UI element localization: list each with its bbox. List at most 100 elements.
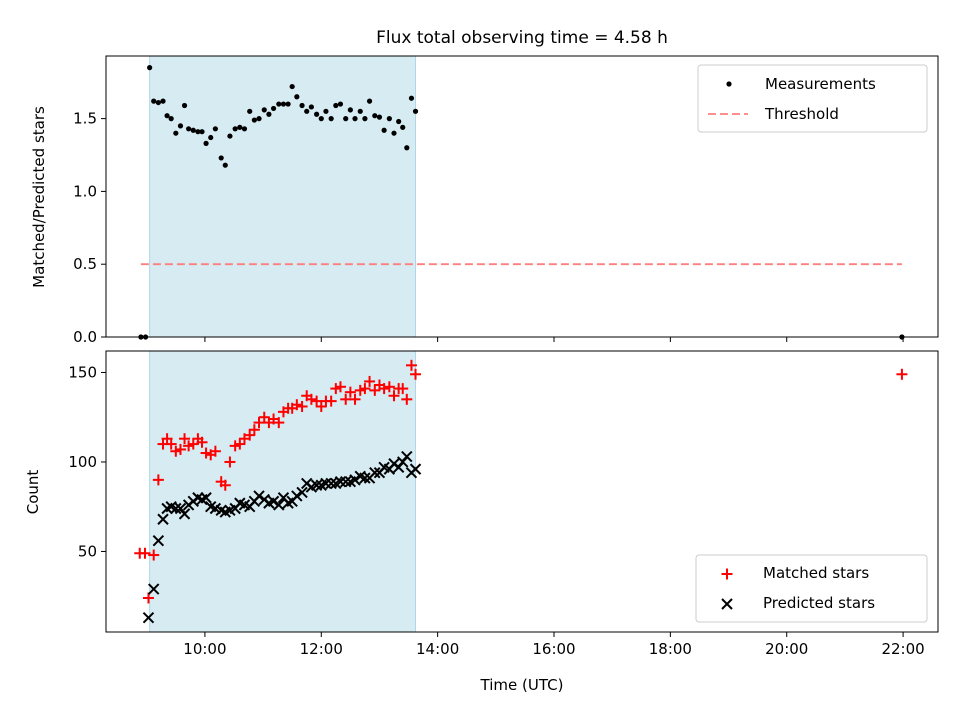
measurement-point bbox=[160, 98, 166, 104]
predicted-star-point bbox=[200, 492, 212, 504]
matched-star-point bbox=[359, 383, 371, 395]
predicted-star-point bbox=[267, 495, 280, 508]
matched-star-point bbox=[378, 383, 390, 395]
matched-star-point bbox=[139, 547, 151, 559]
legend-predicted-label: Predicted stars bbox=[763, 594, 875, 612]
predicted-star-point bbox=[253, 490, 265, 502]
measurement-point bbox=[386, 116, 392, 122]
legend-matched-marker bbox=[721, 568, 733, 580]
measurement-point bbox=[314, 111, 320, 117]
legend-matched-label: Matched stars bbox=[763, 564, 869, 582]
matched-star-point bbox=[148, 549, 160, 561]
matched-star-point bbox=[896, 368, 908, 380]
count-panel-y-ticks: 50 100 150 bbox=[68, 363, 106, 560]
predicted-star-point bbox=[273, 499, 285, 511]
matched-star-point bbox=[152, 474, 164, 486]
legend-threshold-label: Threshold bbox=[764, 105, 839, 123]
count-panel-legend-box bbox=[695, 554, 928, 623]
matched-star-point bbox=[397, 383, 409, 395]
measurement-point bbox=[323, 108, 329, 114]
count-panel-x-ticks: 10:00 12:00 14:00 16:00 18:00 20:00 22:00 bbox=[183, 632, 925, 658]
count-panel-frame bbox=[105, 350, 939, 633]
matched-star-point bbox=[325, 395, 337, 407]
measurement-point bbox=[155, 99, 161, 106]
predicted-star-point bbox=[340, 475, 352, 488]
predicted-star-point bbox=[320, 477, 332, 490]
matched-star-point bbox=[383, 381, 395, 393]
matched-star-point bbox=[209, 445, 221, 457]
count-panel-legend: Matched stars Predicted stars bbox=[695, 554, 928, 623]
matched-star-point bbox=[364, 375, 376, 387]
measurement-point bbox=[362, 116, 368, 122]
count-panel-y-tick-label: 100 bbox=[68, 453, 97, 471]
predicted-star-point bbox=[334, 475, 347, 488]
ratio-panel-y-ticks: 0.0 0.5 1.0 1.5 bbox=[73, 110, 106, 346]
measurement-point bbox=[177, 123, 184, 129]
matched-star-point bbox=[219, 479, 231, 491]
measurement-point bbox=[256, 116, 262, 122]
measurement-point bbox=[308, 104, 314, 110]
measurement-point bbox=[352, 116, 358, 122]
x-tick-label: 16:00 bbox=[532, 640, 575, 658]
measurement-point bbox=[147, 65, 153, 71]
matched-star-point bbox=[405, 359, 417, 371]
count-panel-y-axis-label: Count bbox=[24, 470, 42, 515]
measurement-point bbox=[222, 162, 228, 168]
measurement-point bbox=[237, 124, 243, 130]
predicted-star-point bbox=[178, 508, 191, 520]
predicted-star-point bbox=[401, 450, 413, 463]
count-panel-shaded-span bbox=[149, 351, 416, 632]
measurement-point bbox=[333, 102, 339, 109]
measurement-point bbox=[280, 101, 287, 107]
legend-measurements-marker bbox=[726, 81, 732, 87]
measurement-point bbox=[404, 145, 410, 151]
measurement-point bbox=[366, 98, 373, 104]
matched-star-point bbox=[165, 438, 177, 450]
measurement-point bbox=[195, 129, 201, 135]
predicted-stars-series bbox=[142, 450, 422, 624]
x-tick-label: 22:00 bbox=[881, 640, 924, 658]
legend-x-glyph bbox=[721, 598, 733, 610]
measurement-point bbox=[199, 129, 205, 135]
measurement-point bbox=[391, 130, 397, 136]
measurement-point bbox=[318, 116, 324, 122]
matched-star-point bbox=[388, 390, 400, 402]
measurement-point bbox=[304, 108, 310, 114]
predicted-star-point bbox=[142, 611, 155, 624]
count-panel-y-tick-label: 150 bbox=[68, 363, 97, 381]
measurement-point bbox=[247, 108, 253, 114]
predicted-star-point bbox=[359, 472, 371, 484]
matched-stars-series bbox=[134, 359, 908, 604]
measurement-point bbox=[396, 118, 402, 125]
ratio-panel-x-ticks bbox=[204, 337, 904, 342]
matched-star-point bbox=[224, 456, 236, 468]
measurement-point bbox=[294, 94, 300, 100]
measurement-point bbox=[190, 127, 196, 133]
x-tick-label: 14:00 bbox=[416, 640, 459, 658]
predicted-star-point bbox=[170, 502, 182, 515]
predicted-star-point bbox=[310, 479, 323, 491]
measurement-point bbox=[266, 111, 272, 117]
ratio-panel: 0.0 0.5 1.0 1.5 Matched/Predicted stars Mea… bbox=[30, 55, 939, 346]
predicted-star-point bbox=[325, 477, 337, 490]
ratio-panel-y-tick-label: 1.5 bbox=[73, 110, 97, 128]
x-tick-label: 12:00 bbox=[300, 640, 343, 658]
measurements-series bbox=[138, 65, 905, 340]
ratio-panel-y-axis-label: Matched/Predicted stars bbox=[30, 106, 48, 288]
x-tick-label: 20:00 bbox=[765, 640, 808, 658]
ratio-panel-legend-box bbox=[697, 64, 928, 133]
predicted-star-point bbox=[409, 463, 422, 475]
measurement-point bbox=[232, 126, 238, 132]
ratio-panel-y-tick-label: 1.0 bbox=[73, 182, 97, 200]
matched-star-point bbox=[142, 592, 154, 604]
measurement-point bbox=[337, 101, 344, 107]
measurement-point bbox=[372, 113, 378, 119]
count-panel: 10:00 12:00 14:00 16:00 18:00 20:00 22:00 50 10… bbox=[24, 350, 939, 694]
measurement-point bbox=[381, 127, 387, 133]
predicted-star-point bbox=[148, 583, 160, 595]
legend-plus-glyph bbox=[721, 568, 733, 580]
measurement-point bbox=[343, 116, 349, 122]
measurement-point bbox=[173, 130, 179, 136]
matched-star-point bbox=[253, 417, 265, 429]
ratio-panel-legend: Measurements Threshold bbox=[697, 64, 928, 133]
